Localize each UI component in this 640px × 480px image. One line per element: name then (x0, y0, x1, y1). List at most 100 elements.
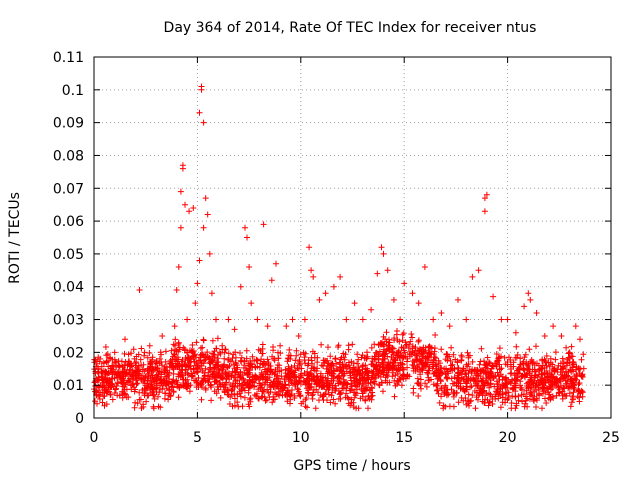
data-point (255, 386, 262, 393)
data-point (312, 405, 319, 412)
data-point (300, 398, 307, 405)
data-point (173, 363, 180, 370)
data-point (362, 365, 369, 372)
data-point (368, 344, 375, 351)
data-point (560, 365, 567, 372)
data-point (310, 273, 317, 280)
x-tick-label: 0 (90, 430, 99, 446)
data-point (465, 397, 472, 404)
data-point (350, 404, 357, 410)
data-point (442, 371, 449, 378)
data-point (206, 359, 213, 366)
data-point (172, 342, 179, 349)
data-point (397, 376, 404, 383)
data-point (270, 344, 276, 350)
data-point (380, 250, 387, 257)
data-point (263, 368, 270, 375)
data-point (179, 162, 186, 169)
data-point (479, 377, 486, 384)
data-point (243, 347, 250, 354)
data-point (412, 344, 419, 351)
data-point (435, 373, 442, 380)
data-point (547, 377, 554, 384)
data-point (569, 376, 575, 383)
data-point (161, 363, 168, 370)
data-point (241, 387, 248, 394)
data-point (137, 396, 144, 403)
data-point (194, 369, 201, 376)
data-point (438, 346, 445, 353)
data-point (268, 277, 275, 284)
data-point (419, 367, 426, 374)
data-point (573, 363, 580, 370)
data-point (568, 399, 575, 406)
data-point (255, 395, 262, 402)
data-point (542, 380, 549, 386)
data-point (432, 355, 439, 362)
data-point (451, 380, 458, 387)
data-point (106, 370, 113, 376)
data-point (107, 355, 114, 362)
data-point (311, 367, 318, 374)
data-point (144, 354, 151, 361)
data-point (345, 346, 352, 353)
data-point (295, 333, 302, 339)
data-point (342, 351, 349, 358)
data-point (190, 366, 197, 373)
data-point (378, 359, 385, 366)
data-point (184, 349, 190, 356)
data-point (539, 405, 545, 412)
data-point (391, 377, 398, 384)
data-point (521, 354, 528, 361)
data-point (244, 381, 251, 388)
data-point (102, 375, 109, 382)
data-point (478, 378, 485, 384)
data-point (111, 349, 118, 356)
data-point (131, 355, 138, 362)
data-point (404, 372, 411, 379)
data-point (566, 383, 573, 390)
data-point (497, 404, 504, 411)
data-point (457, 385, 464, 392)
data-point (156, 355, 163, 362)
data-point (162, 377, 168, 384)
data-point (101, 393, 108, 400)
data-point (237, 350, 243, 356)
data-point (247, 398, 254, 405)
data-point (505, 392, 512, 399)
data-point (190, 205, 197, 211)
data-point (493, 358, 500, 365)
data-point (214, 335, 221, 342)
data-point (452, 356, 459, 363)
data-point (306, 244, 313, 251)
data-point (263, 397, 270, 403)
data-point (116, 362, 123, 369)
data-point (490, 293, 497, 300)
data-point (347, 387, 354, 394)
data-point (513, 402, 520, 409)
data-point (283, 323, 290, 330)
data-point (209, 350, 216, 357)
data-point (504, 359, 511, 365)
data-point (395, 352, 402, 359)
data-point (185, 363, 192, 370)
data-point (248, 383, 255, 390)
data-point (120, 373, 127, 380)
data-point (468, 370, 475, 377)
data-point (475, 368, 481, 375)
data-point (328, 372, 335, 379)
data-point (121, 350, 128, 357)
data-point (246, 376, 253, 383)
data-point (224, 391, 231, 398)
y-tick-label: 0.05 (53, 247, 84, 263)
data-point (549, 380, 556, 387)
data-point (422, 344, 429, 351)
data-point (556, 377, 563, 384)
data-point (270, 355, 277, 362)
y-tick-label: 0.11 (53, 50, 84, 66)
data-point (424, 369, 431, 376)
data-point (425, 344, 432, 351)
data-point (337, 395, 344, 402)
data-point (521, 372, 528, 379)
data-point (338, 354, 345, 361)
